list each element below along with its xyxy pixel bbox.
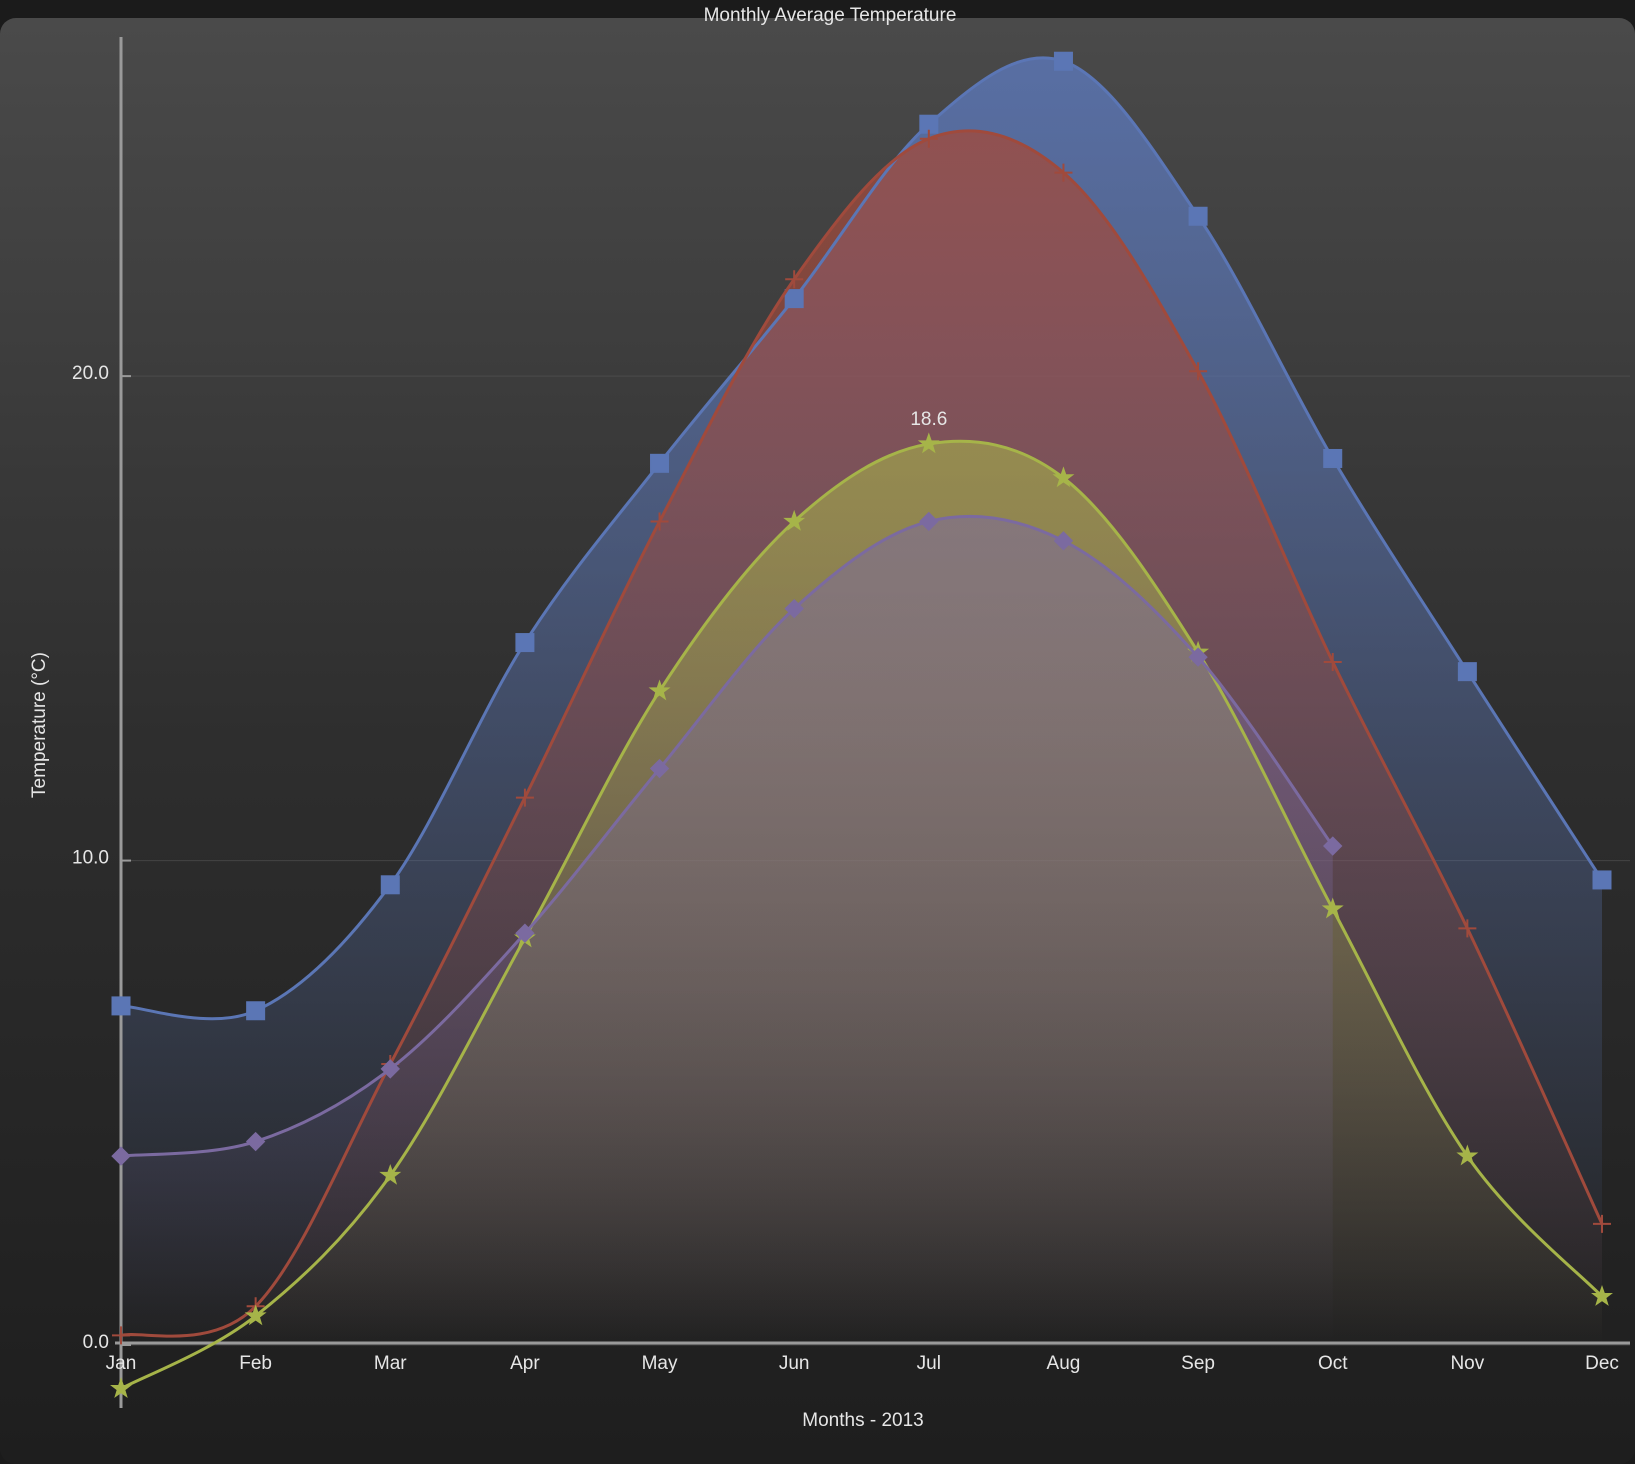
marker — [244, 1304, 267, 1326]
marker — [1323, 652, 1342, 671]
marker — [1457, 662, 1477, 682]
marker — [783, 509, 806, 531]
marker — [380, 1059, 400, 1079]
marker — [1592, 870, 1612, 890]
marker — [112, 1326, 130, 1345]
line — [120, 514, 1334, 1158]
marker — [1053, 531, 1074, 551]
marker — [1053, 51, 1073, 71]
marker — [515, 633, 535, 653]
x-tick-label: Jan — [106, 1353, 137, 1374]
marker — [245, 1131, 266, 1152]
marker — [784, 598, 804, 619]
x-tick-label: Dec — [1585, 1353, 1619, 1374]
y-axis-label: Temperature (°C) — [29, 652, 50, 798]
x-tick-label: Jun — [779, 1353, 810, 1374]
marker — [648, 679, 671, 701]
chart-title: Monthly Average Temperature — [704, 5, 957, 26]
marker — [1591, 1285, 1613, 1306]
marker — [515, 788, 534, 807]
marker — [1189, 362, 1208, 381]
marker — [1323, 836, 1343, 856]
x-tick-label: Oct — [1318, 1353, 1348, 1374]
marker — [917, 432, 940, 454]
marker — [1456, 1144, 1479, 1166]
x-axis-label: Months - 2013 — [802, 1410, 923, 1431]
marker — [246, 1001, 266, 1021]
y-tick-label: 0.0 — [83, 1332, 109, 1353]
x-tick-label: Apr — [510, 1353, 540, 1374]
marker — [785, 270, 804, 289]
marker — [515, 923, 535, 943]
x-tick-label: Feb — [239, 1353, 272, 1374]
marker — [1188, 647, 1208, 667]
x-tick-label: Aug — [1047, 1353, 1081, 1374]
marker — [1054, 163, 1073, 182]
y-tick-label: 10.0 — [72, 848, 109, 869]
marker — [1188, 206, 1208, 226]
marker — [1321, 897, 1344, 919]
marker — [1458, 919, 1477, 938]
marker — [111, 996, 131, 1016]
marker — [110, 1377, 132, 1398]
marker — [784, 289, 804, 309]
x-tick-label: Mar — [374, 1353, 407, 1374]
marker — [919, 511, 939, 532]
marker — [650, 512, 669, 531]
data-label: 18.6 — [910, 409, 947, 430]
area — [121, 516, 1333, 1346]
x-tick-label: May — [642, 1353, 678, 1374]
marker — [919, 129, 938, 148]
marker — [650, 453, 670, 473]
marker — [1052, 466, 1075, 488]
x-tick-label: Sep — [1181, 1353, 1215, 1374]
y-tick-label: 20.0 — [72, 363, 109, 384]
marker — [111, 1146, 131, 1166]
x-tick-label: Jul — [917, 1353, 941, 1374]
x-tick-label: Nov — [1450, 1353, 1484, 1374]
marker — [649, 758, 670, 779]
marker — [1323, 448, 1343, 468]
marker — [380, 875, 400, 895]
marker — [379, 1163, 402, 1185]
marker — [1593, 1214, 1611, 1233]
